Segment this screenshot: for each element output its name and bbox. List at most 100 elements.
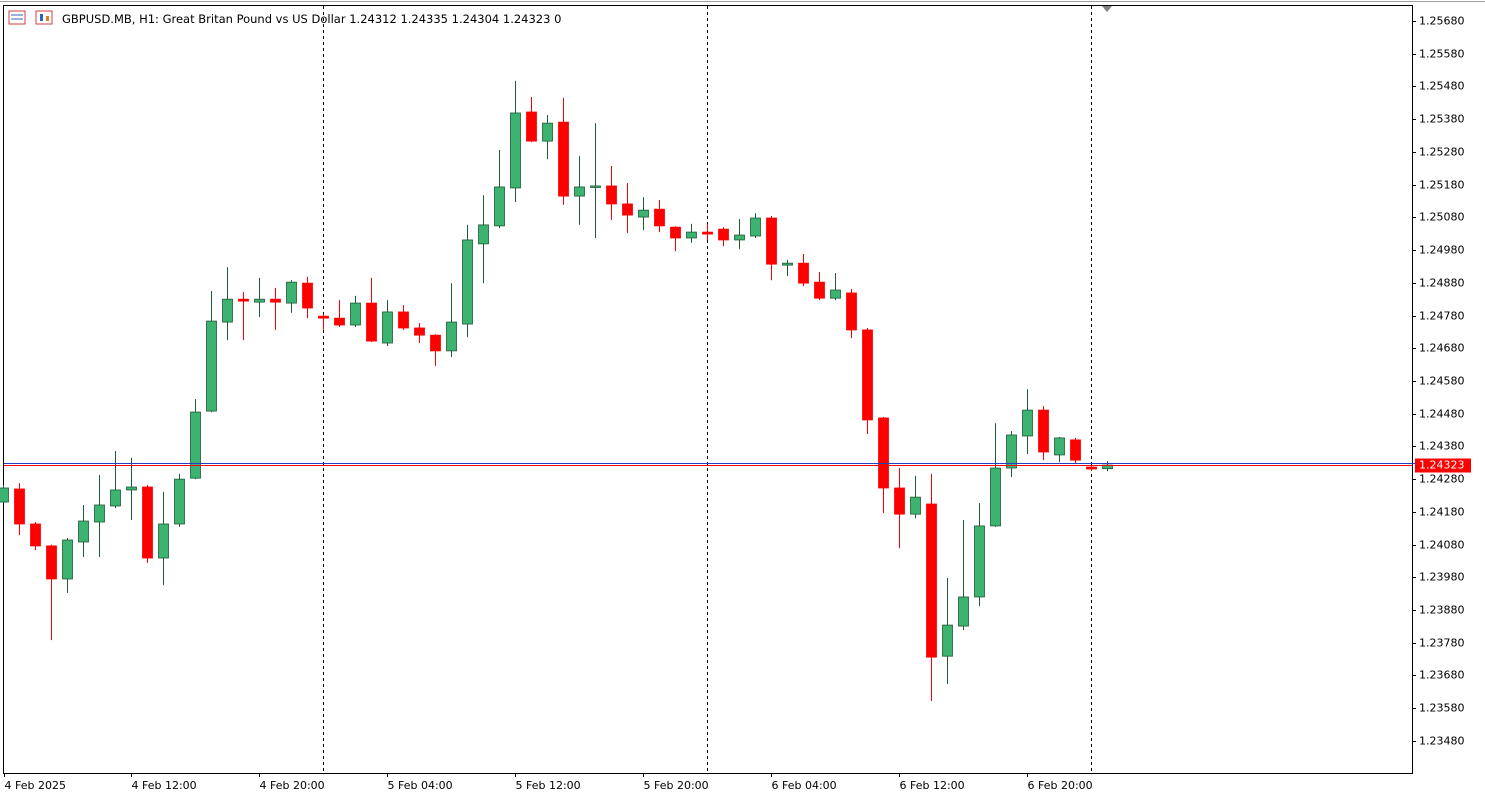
shift-marker[interactable] [1102, 6, 1112, 12]
icon [40, 14, 43, 21]
candle-body [990, 467, 1001, 527]
ohlc-high: 1.24335 [400, 12, 448, 26]
y-tick-label: 1.24480 [1419, 408, 1465, 421]
candle-body [734, 234, 745, 241]
candle-body [126, 486, 137, 491]
candle-body [782, 262, 793, 266]
candle-body [942, 624, 953, 657]
candle-body [702, 231, 713, 235]
candle-body [158, 523, 169, 559]
x-tick-label: 4 Feb 2025 [5, 779, 66, 792]
y-tick-label: 1.23680 [1419, 669, 1465, 682]
candle-body [798, 262, 809, 284]
y-tick-label: 1.24380 [1419, 440, 1465, 453]
y-tick-label: 1.25080 [1419, 211, 1465, 224]
candle-body [382, 311, 393, 344]
candle-body [846, 292, 857, 331]
candle-body [62, 539, 73, 580]
candle-body [190, 411, 201, 479]
candle-body [958, 596, 969, 627]
candle-body [430, 334, 441, 352]
candle-body [1086, 466, 1097, 470]
candle-body [110, 489, 121, 507]
candle-body [398, 311, 409, 329]
candle-body [686, 231, 697, 239]
symbol: GBPUSD.MB, H1: [62, 12, 159, 26]
candle-body [862, 329, 873, 421]
candle-body [830, 289, 841, 299]
y-tick-label: 1.24180 [1419, 506, 1465, 519]
ohlc-open: 1.24312 [349, 12, 397, 26]
candle-body [94, 504, 105, 523]
y-tick-label: 1.24780 [1419, 310, 1465, 323]
ohlc-low: 1.24304 [452, 12, 500, 26]
y-tick-label: 1.24680 [1419, 342, 1465, 355]
y-tick-label: 1.25580 [1419, 48, 1465, 61]
candle-body [30, 523, 41, 547]
y-tick-label: 1.25680 [1419, 15, 1465, 28]
x-tick-label: 4 Feb 12:00 [132, 779, 197, 792]
candle-body [894, 487, 905, 515]
candle-body [638, 209, 649, 218]
candle-body [1022, 409, 1033, 437]
candle-body [414, 327, 425, 336]
candle-body [270, 298, 281, 303]
candle-body [670, 226, 681, 239]
y-tick-label: 1.25180 [1419, 179, 1465, 192]
candle-body [766, 217, 777, 265]
candle-body [462, 239, 473, 325]
y-tick-label: 1.25380 [1419, 113, 1465, 126]
candle-body [510, 112, 521, 189]
x-tick-label: 6 Feb 04:00 [772, 779, 837, 792]
candle-body [0, 487, 9, 503]
candle-body [878, 417, 889, 489]
header-icons [8, 10, 53, 25]
y-tick-label: 1.24580 [1419, 375, 1465, 388]
candle-body [478, 224, 489, 245]
candle-body [718, 228, 729, 241]
candle-body [1070, 439, 1081, 461]
y-tick-label: 1.23480 [1419, 735, 1465, 748]
candle-body [526, 111, 537, 142]
candle-body [366, 302, 377, 342]
candle-body [222, 298, 233, 323]
icon [46, 16, 49, 21]
y-tick-label: 1.24980 [1419, 244, 1465, 257]
candle-body [558, 121, 569, 197]
x-tick-label: 6 Feb 20:00 [1028, 779, 1093, 792]
description: Great Britan Pound vs US Dollar [163, 12, 346, 26]
candle-body [206, 320, 217, 412]
candle-body [350, 302, 361, 326]
x-tick-label: 6 Feb 12:00 [900, 779, 965, 792]
candle-body [622, 203, 633, 216]
candle-body [238, 298, 249, 302]
candle-body [14, 488, 25, 525]
candle-body [814, 281, 825, 299]
y-tick-label: 1.25280 [1419, 146, 1465, 159]
price-label-box [1415, 458, 1471, 473]
candle-body [974, 525, 985, 598]
candle-body [574, 186, 585, 197]
header: GBPUSD.MB, H1: Great Britan Pound vs US … [62, 12, 561, 26]
spread: 0 [554, 12, 561, 26]
y-tick-label: 1.24280 [1419, 473, 1465, 486]
plot-frame [3, 5, 1413, 774]
price-label: 1.24323 [1419, 459, 1465, 472]
candle-body [926, 503, 937, 658]
candle-body [1006, 434, 1017, 469]
y-tick-label: 1.23580 [1419, 702, 1465, 715]
candle-body [254, 298, 265, 303]
candle-body [494, 186, 505, 227]
candle-body [446, 321, 457, 352]
candle-body [302, 282, 313, 309]
candle-body [654, 208, 665, 227]
y-tick-label: 1.25480 [1419, 80, 1465, 93]
candle-body [542, 122, 553, 142]
candle-body [286, 281, 297, 304]
candle-body [750, 217, 761, 237]
x-tick-label: 5 Feb 04:00 [388, 779, 453, 792]
y-tick-label: 1.24880 [1419, 277, 1465, 290]
candle-body [142, 486, 153, 559]
candle-body [334, 317, 345, 326]
